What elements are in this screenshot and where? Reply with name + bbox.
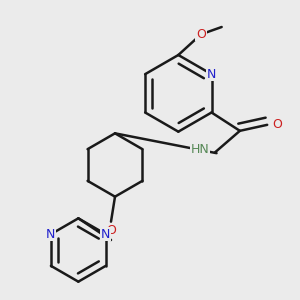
Text: N: N — [207, 68, 216, 81]
Text: O: O — [196, 28, 206, 41]
Text: N: N — [101, 228, 110, 241]
Text: N: N — [46, 228, 56, 241]
Text: O: O — [272, 118, 282, 131]
Text: HN: HN — [190, 143, 209, 156]
Text: O: O — [106, 224, 116, 238]
